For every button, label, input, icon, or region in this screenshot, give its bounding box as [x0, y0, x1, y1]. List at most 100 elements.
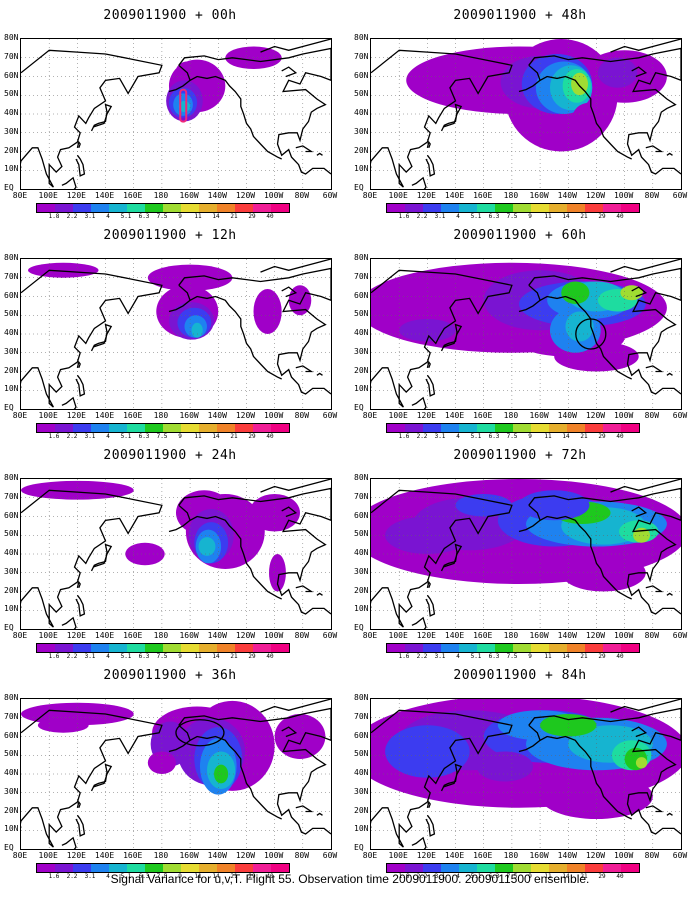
latitude-label: 60N	[4, 290, 19, 300]
coastline	[90, 323, 113, 352]
latitude-label: 20N	[354, 805, 369, 815]
longitude-label: 140W	[557, 851, 577, 860]
coastline	[90, 103, 113, 132]
colorbar-tick-label: 14	[562, 213, 570, 220]
colorbar-swatch	[181, 864, 199, 872]
colorbar-swatch	[127, 864, 145, 872]
colorbar-swatch	[495, 204, 513, 212]
longitude-label: 160W	[529, 851, 549, 860]
coastline	[75, 594, 86, 617]
latitude-label: 40N	[4, 768, 19, 777]
colorbar-tick-label: 11	[194, 653, 202, 660]
coastline	[168, 299, 191, 313]
colorbar-swatch	[145, 204, 163, 212]
colorbar-swatch	[531, 864, 549, 872]
colorbar-tick-label: 21	[580, 873, 588, 880]
colorbar-swatch	[423, 424, 441, 432]
latitude-label: 70N	[354, 271, 369, 281]
latitude-label: EQ	[354, 843, 364, 852]
latitude-label: 40N	[354, 768, 369, 777]
colorbar-tick-label: 11	[194, 433, 202, 440]
colorbar-swatch	[477, 864, 495, 872]
longitude-label: 160W	[179, 411, 199, 420]
colorbar-swatch	[91, 864, 109, 872]
colorbar-tick-label: 14	[212, 653, 220, 660]
longitude-label: 120W	[585, 851, 606, 860]
longitude-label: 180	[503, 631, 519, 640]
longitude-label: 140W	[207, 411, 227, 420]
coastline	[371, 489, 513, 628]
colorbar-swatch	[37, 424, 55, 432]
coastline	[295, 365, 314, 373]
longitude-label: 160W	[529, 631, 549, 640]
colorbar-tick-label: 40	[266, 873, 274, 880]
colorbar-swatch	[109, 424, 127, 432]
latitude-label: 80N	[354, 33, 369, 42]
map-svg	[21, 699, 331, 849]
colorbar-tick-label: 4	[456, 213, 460, 220]
coastline	[316, 152, 323, 156]
coastline	[178, 47, 331, 175]
longitude-label: 100E	[38, 411, 58, 420]
colorbar	[36, 203, 290, 213]
longitude-label: 120W	[585, 631, 606, 640]
colorbar-tick-label: 9	[178, 213, 182, 220]
colorbar-swatch	[459, 644, 477, 652]
coastline	[281, 726, 298, 738]
longitude-label: 80E	[362, 851, 378, 860]
latitude-label: 40N	[4, 548, 19, 557]
colorbar-swatch	[181, 204, 199, 212]
colorbar-tick-label: 40	[616, 653, 624, 660]
colorbar-swatch	[441, 644, 459, 652]
colorbar-swatch	[477, 424, 495, 432]
colorbar-tick-label: 6.3	[138, 873, 150, 880]
latitude-label: 20N	[4, 365, 19, 375]
colorbar-tick-label: 7.5	[156, 213, 168, 220]
coastline	[666, 152, 673, 156]
colorbar-swatch	[253, 204, 271, 212]
colorbar-tick-label: 14	[212, 213, 220, 220]
longitude-label: 80W	[294, 411, 310, 420]
colorbar-swatch	[405, 204, 423, 212]
longitude-label: 160W	[179, 851, 199, 860]
longitude-label: 60W	[322, 191, 338, 200]
variance-contour	[178, 100, 191, 113]
map-panel-24h: 2009011900 + 24h 80N 70N 60N 50N 40N 30N 20N 10N…	[0, 448, 340, 660]
latitude-label: 50N	[354, 89, 369, 99]
colorbar-tick-label: 40	[616, 873, 624, 880]
latitude-label: 10N	[4, 384, 19, 394]
highlight-circle	[175, 719, 225, 747]
colorbar-tick-label: 11	[544, 653, 552, 660]
latitude-label: 50N	[354, 529, 369, 539]
latitude-label: 50N	[4, 529, 19, 539]
colorbar-swatch	[271, 644, 289, 652]
colorbar-tick-label: 5.1	[120, 213, 132, 220]
variance-contour	[399, 319, 456, 342]
colorbar-swatch	[199, 864, 217, 872]
colorbar-swatch	[91, 644, 109, 652]
coastline	[178, 64, 282, 160]
map-panel-12h: 2009011900 + 12h 80N 70N 60N 50N 40N 30N 20N 10N…	[0, 228, 340, 440]
colorbar-swatch	[73, 644, 91, 652]
latitude-label: 70N	[354, 711, 369, 721]
longitude-label: 120W	[585, 191, 606, 200]
colorbar-tick-label: 2.2	[416, 873, 428, 880]
colorbar-swatch	[495, 864, 513, 872]
coastline	[631, 506, 648, 518]
colorbar-tick-label: 29	[248, 213, 256, 220]
variance-contour	[191, 322, 203, 338]
longitude-label: 140E	[94, 851, 115, 860]
colorbar-tick-label: 5.1	[120, 433, 132, 440]
longitude-label: 140E	[94, 411, 115, 420]
longitude-label: 80W	[644, 191, 660, 200]
colorbar-tick-label: 5.1	[120, 653, 132, 660]
colorbar-swatch	[271, 424, 289, 432]
colorbar-swatch	[73, 864, 91, 872]
coastline	[411, 616, 427, 629]
coastline	[645, 365, 664, 373]
coastline	[21, 489, 163, 628]
colorbar-swatch	[163, 204, 181, 212]
colorbar-swatch	[621, 644, 639, 652]
coastline	[425, 154, 436, 177]
coastline	[61, 396, 77, 409]
